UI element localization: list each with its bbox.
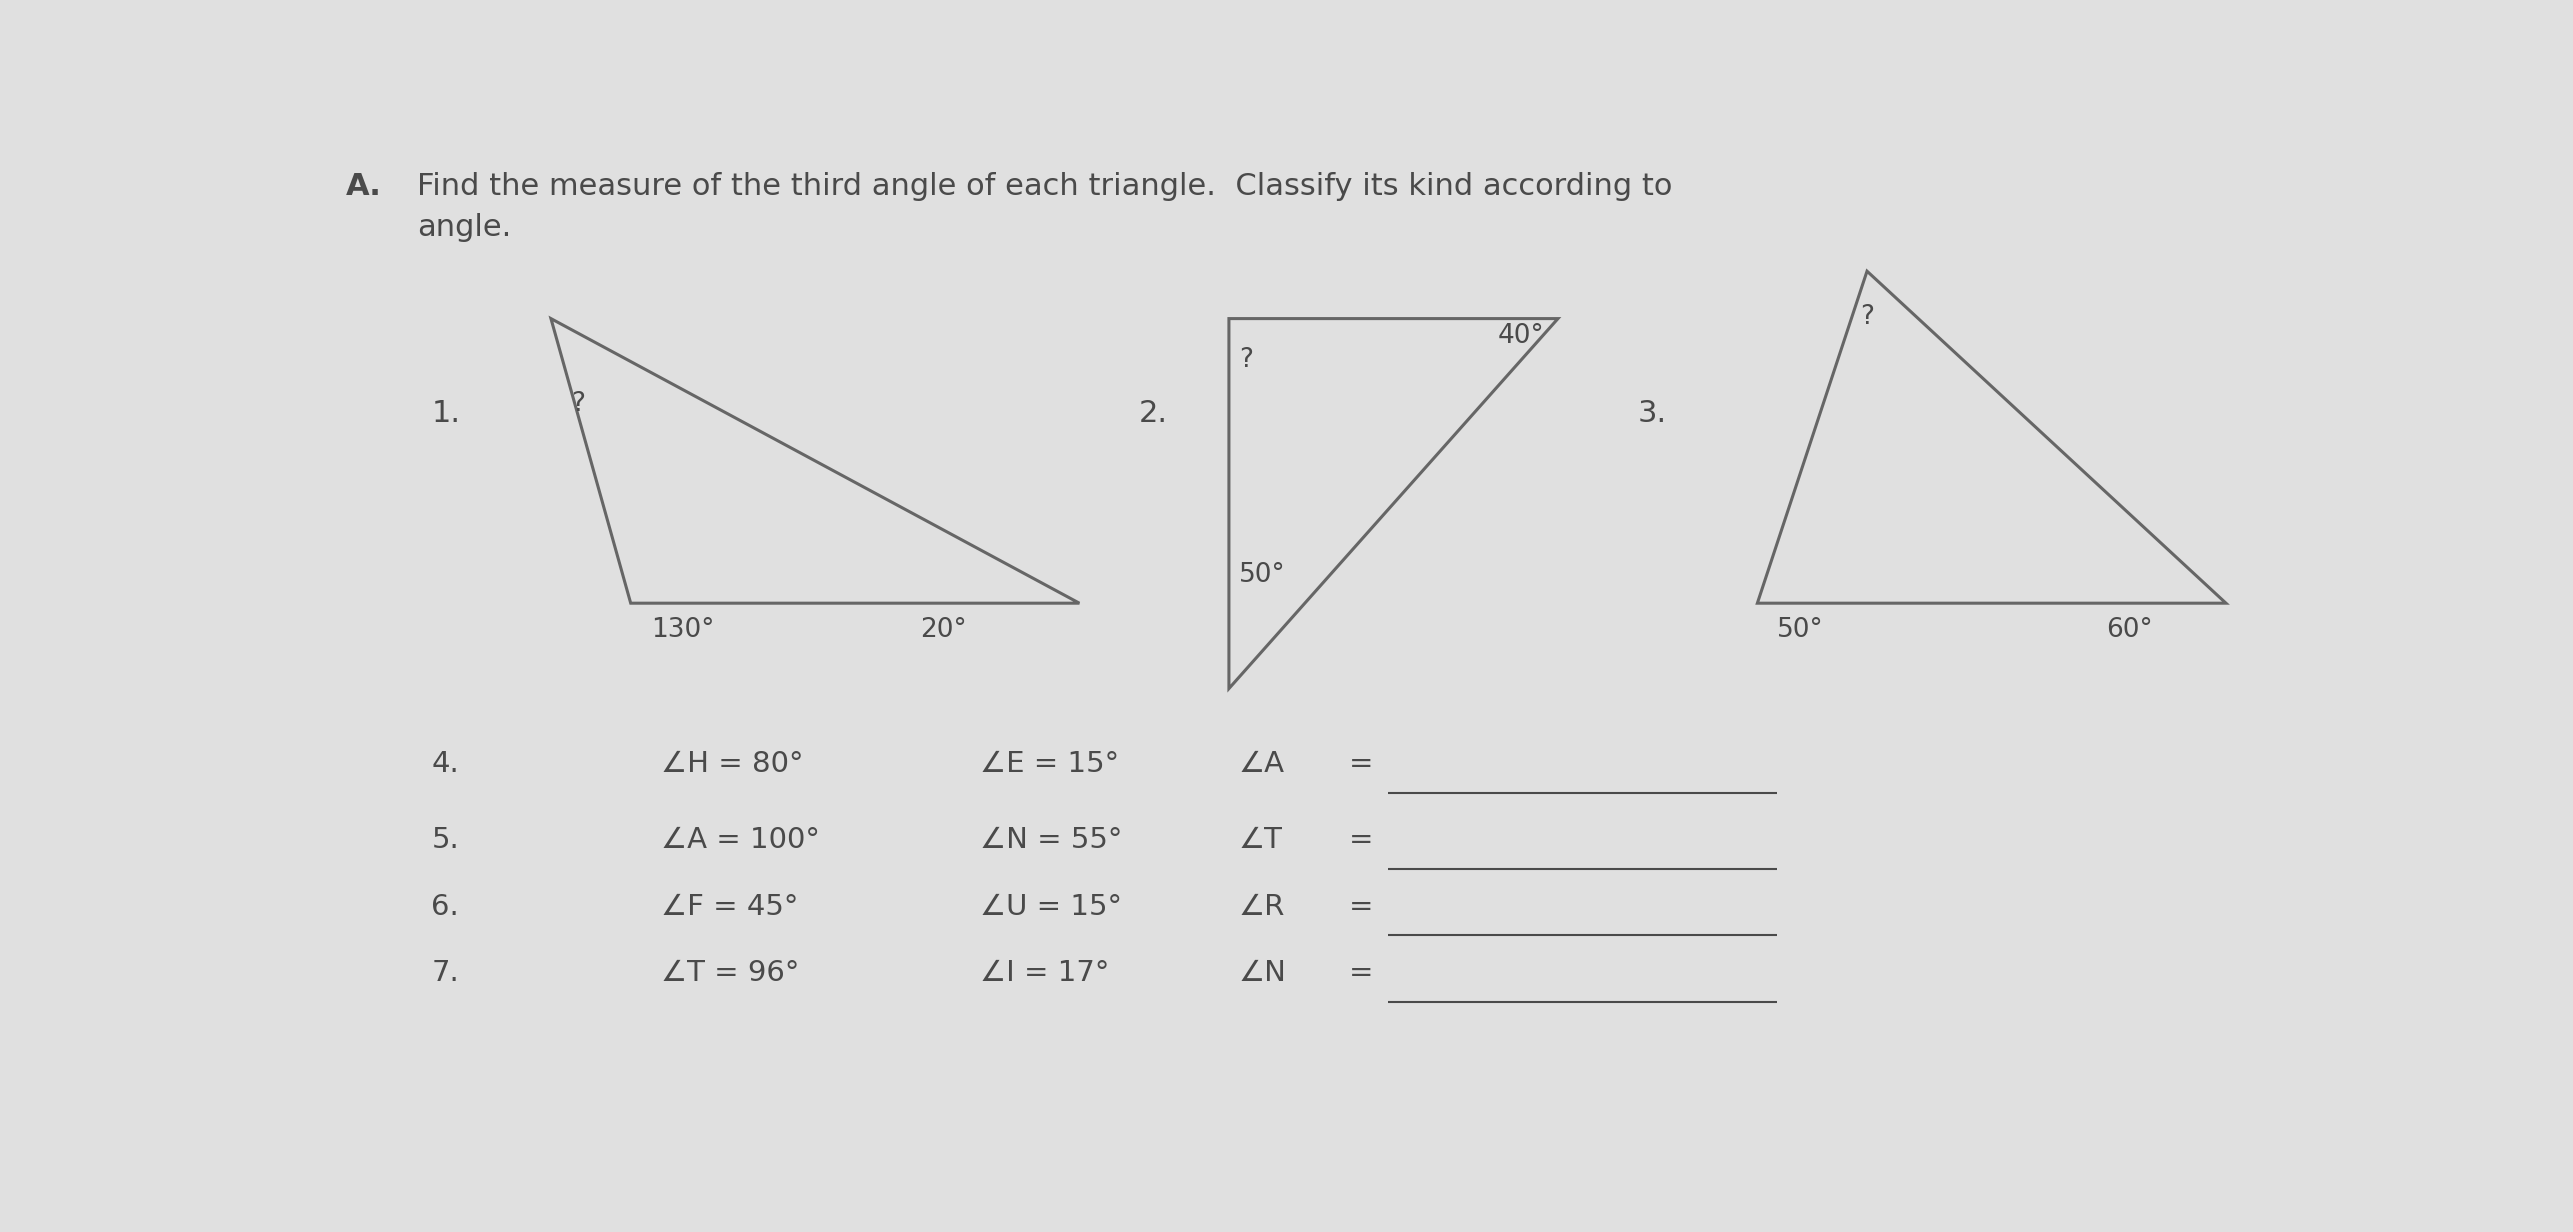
Text: 7.: 7. xyxy=(432,960,458,987)
Text: ?: ? xyxy=(1240,347,1253,373)
Text: =: = xyxy=(1348,750,1374,779)
Text: ∠H = 80°: ∠H = 80° xyxy=(661,750,803,779)
Text: 5.: 5. xyxy=(432,827,458,854)
Text: ∠F = 45°: ∠F = 45° xyxy=(661,893,798,920)
Text: 3.: 3. xyxy=(1639,399,1667,428)
Text: 1.: 1. xyxy=(432,399,461,428)
Text: Find the measure of the third angle of each triangle.  Classify its kind accordi: Find the measure of the third angle of e… xyxy=(417,171,1672,243)
Text: ∠U = 15°: ∠U = 15° xyxy=(980,893,1122,920)
Text: 4.: 4. xyxy=(432,750,458,779)
Text: 50°: 50° xyxy=(1240,562,1286,588)
Text: 20°: 20° xyxy=(921,617,967,643)
Text: ∠N = 55°: ∠N = 55° xyxy=(980,827,1122,854)
Text: ∠A = 100°: ∠A = 100° xyxy=(661,827,818,854)
Text: 6.: 6. xyxy=(432,893,458,920)
Text: 130°: 130° xyxy=(651,617,715,643)
Text: 50°: 50° xyxy=(1778,617,1824,643)
Text: ∠A: ∠A xyxy=(1240,750,1284,779)
Text: 2.: 2. xyxy=(1140,399,1168,428)
Text: ∠N: ∠N xyxy=(1240,960,1286,987)
Text: =: = xyxy=(1348,960,1374,987)
Text: 60°: 60° xyxy=(2107,617,2154,643)
Text: ∠T: ∠T xyxy=(1240,827,1284,854)
Text: ∠T = 96°: ∠T = 96° xyxy=(661,960,800,987)
Text: =: = xyxy=(1348,827,1374,854)
Text: A.: A. xyxy=(345,171,381,201)
Text: ∠E = 15°: ∠E = 15° xyxy=(980,750,1119,779)
Text: ?: ? xyxy=(571,391,584,416)
Text: ?: ? xyxy=(1860,304,1873,330)
Text: ∠R: ∠R xyxy=(1240,893,1286,920)
Text: 40°: 40° xyxy=(1497,323,1544,350)
Text: ∠I = 17°: ∠I = 17° xyxy=(980,960,1109,987)
Text: =: = xyxy=(1348,893,1374,920)
